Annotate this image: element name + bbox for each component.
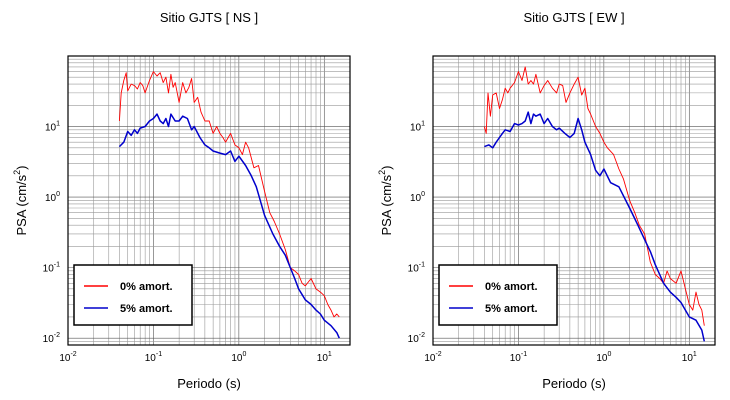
y-tick-label: 100 (410, 191, 425, 204)
chart-title: Sitio GJTS [ NS ] (160, 10, 258, 25)
plot-frame (432, 55, 716, 346)
panel-ns: Sitio GJTS [ NS ] 10-2 10-1 100 101 10-2 10-1 1… (12, 10, 351, 391)
plot-frame (67, 55, 351, 346)
legend-label: 0% amort. (485, 281, 538, 293)
x-tick-label: 101 (682, 351, 697, 364)
legend-label: 0% amort. (120, 281, 173, 293)
x-tick-label: 10-1 (510, 351, 527, 364)
y-tick-label: 101 (45, 121, 60, 134)
series-line-amort-5 (484, 111, 706, 342)
legend-box (73, 264, 193, 326)
legend-box (438, 264, 558, 326)
y-tick-label: 101 (410, 121, 425, 134)
y-axis-label: PSA (cm/s2) (377, 165, 394, 235)
x-tick-label: 10-2 (424, 351, 441, 364)
y-tick-label: 100 (45, 191, 60, 204)
x-tick-label: 10-2 (59, 351, 76, 364)
series-line-amort-5 (118, 113, 340, 339)
legend-label: 5% amort. (485, 303, 538, 315)
series-line-amort-0 (118, 71, 340, 318)
series-line-amort-0 (483, 66, 705, 326)
x-axis-label: Periodo (s) (177, 376, 241, 391)
x-tick-label: 100 (231, 351, 246, 364)
y-tick-label: 10-1 (43, 262, 60, 275)
x-axis-label: Periodo (s) (542, 376, 606, 391)
y-axis-label: PSA (cm/s2) (12, 165, 29, 235)
grid (433, 56, 715, 345)
x-tick-label: 10-1 (145, 351, 162, 364)
y-tick-label: 10-2 (408, 332, 425, 345)
grid (68, 56, 350, 345)
x-tick-label: 100 (596, 351, 611, 364)
panel-ew: Sitio GJTS [ EW ] 10-2 10-1 100 101 10-2 10-1 1… (377, 10, 716, 391)
legend: 0% amort. 5% amort. (438, 264, 558, 326)
legend-label: 5% amort. (120, 303, 173, 315)
y-tick-label: 10-2 (43, 332, 60, 345)
chart-title: Sitio GJTS [ EW ] (523, 10, 624, 25)
x-tick-label: 101 (317, 351, 332, 364)
legend: 0% amort. 5% amort. (73, 264, 193, 326)
y-tick-label: 10-1 (408, 262, 425, 275)
